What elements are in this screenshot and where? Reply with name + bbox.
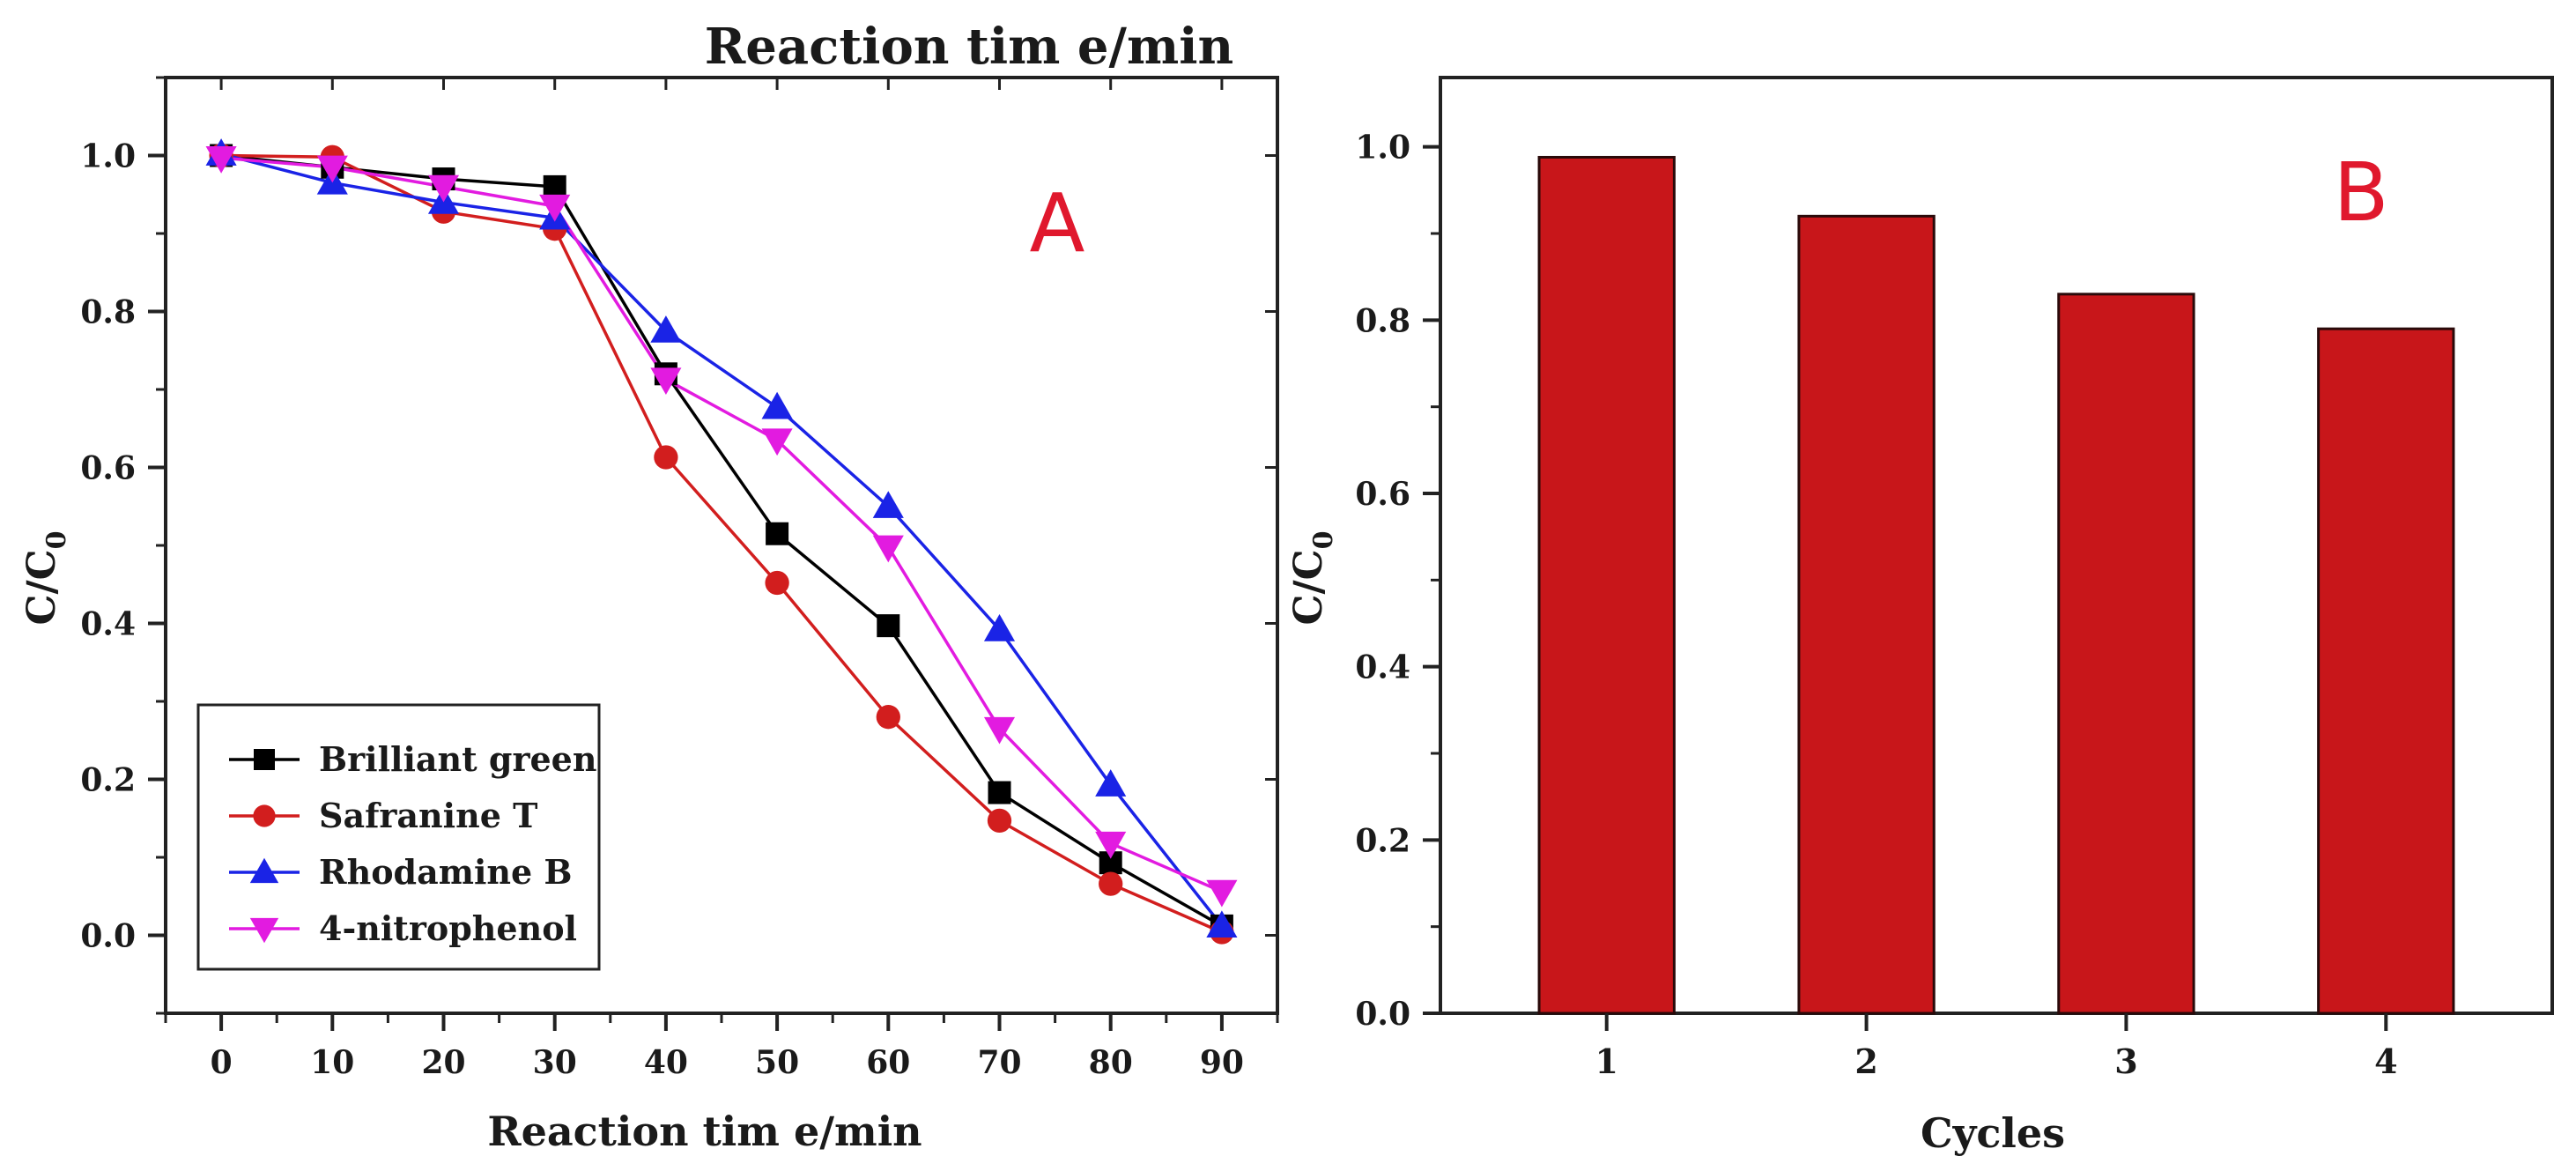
panel-a-data-point xyxy=(539,194,571,222)
panel-b-bar xyxy=(1797,214,1936,1015)
panel-a-legend-label: Rhodamine B xyxy=(319,852,573,892)
panel-a-data-point xyxy=(872,535,904,563)
panel-b-x-tick-label: 3 xyxy=(2114,1041,2137,1081)
panel-b-x-tick-label: 4 xyxy=(2374,1041,2397,1081)
panel-a-data-point xyxy=(654,445,678,470)
panel-a-legend-marker xyxy=(254,749,275,770)
panel-a-legend-entry[interactable]: Brilliant green xyxy=(229,739,597,779)
panel-a-y-tick-label: 0.0 xyxy=(80,918,136,955)
panel-a-x-tick-label: 80 xyxy=(1089,1044,1133,1081)
panel-a-data-point xyxy=(766,522,789,545)
panel-a-legend-entry[interactable]: Rhodamine B xyxy=(229,852,573,892)
panel-b-y-tick-label: 0.6 xyxy=(1355,476,1410,513)
panel-a-data-point xyxy=(988,781,1011,804)
panel-a-data-point xyxy=(1095,831,1127,859)
panel-a-x-tick-labels: 0 10 20 30 40 50 60 70 80 90 xyxy=(211,1044,1244,1081)
panel-a-tick-marks xyxy=(148,76,1279,1031)
panel-a-data-point xyxy=(650,315,682,343)
panel-b-x-tick-labels: 1 2 3 4 xyxy=(1595,1041,2397,1081)
svg-text:C/C0: C/C0 xyxy=(19,531,72,626)
panel-a-legend-label: Brilliant green xyxy=(319,739,597,779)
panel-a-data-point xyxy=(1095,769,1127,797)
panel-a-y-tick-label: 0.2 xyxy=(80,762,136,799)
figure-top-title: Reaction tim e/min xyxy=(705,18,1233,76)
panel-a-series-line-2 xyxy=(220,152,1224,927)
panel-a-legend-marker xyxy=(253,804,276,827)
panel-a-legend-entry[interactable]: Safranine T xyxy=(229,796,537,835)
panel-b-y-tick-label: 0.0 xyxy=(1355,996,1410,1033)
panel-a-data-point xyxy=(761,391,793,419)
panel-a-data-point xyxy=(1099,871,1123,896)
panel-a-series-line-1 xyxy=(221,153,1223,934)
panel-b-y-axis-title-subscript: 0 xyxy=(1308,531,1339,550)
panel-a-legend-marker xyxy=(249,917,279,944)
panel-a-series-line-3 xyxy=(220,156,1223,893)
panel-a-y-tick-labels: 0.0 0.2 0.4 0.6 0.8 1.0 xyxy=(80,138,136,955)
panel-b-bar xyxy=(2317,327,2455,1015)
panel-a-legend[interactable]: Brilliant green Safranine T Rhodamine B 4-n… xyxy=(196,703,601,971)
panel-a-data-point xyxy=(765,570,789,596)
panel-a-legend-marker xyxy=(249,857,279,884)
panel-a-x-tick-label: 90 xyxy=(1200,1044,1244,1081)
panel-a-series-markers xyxy=(205,138,1238,945)
panel-a-y-axis-title: C/C0 xyxy=(19,531,72,626)
panel-b-bar xyxy=(2057,293,2195,1015)
panel-a-y-tick-label: 0.8 xyxy=(80,294,136,331)
panel-b-bar xyxy=(1537,155,1676,1015)
panel-b-letter: B xyxy=(2333,145,2388,240)
panel-a-legend-label: 4-nitrophenol xyxy=(319,908,577,948)
panel-a-y-tick-label: 0.4 xyxy=(80,606,136,643)
panel-a-y-tick-label: 0.6 xyxy=(80,450,136,487)
panel-a-data-point xyxy=(427,174,460,203)
panel-b-x-axis-title: Cycles xyxy=(1921,1109,2065,1157)
panel-a-data-point xyxy=(1206,910,1238,938)
panel-b-tick-marks xyxy=(1423,145,2388,1031)
panel-a-y-axis-title-main: C/C xyxy=(19,549,64,625)
panel-a-line-chart: 0 10 20 30 40 50 60 70 80 90 0.0 0.2 0.4 0.6 0.8 1.0 R… xyxy=(19,76,1279,1155)
panel-b-x-tick-label: 1 xyxy=(1595,1041,1617,1081)
panel-a-x-axis-title: Reaction tim e/min xyxy=(487,1108,922,1155)
panel-b-x-tick-label: 2 xyxy=(1854,1041,1877,1081)
panel-a-y-tick-label: 1.0 xyxy=(80,138,136,175)
panel-a-x-tick-label: 20 xyxy=(421,1044,465,1081)
panel-a-series-lines xyxy=(220,152,1224,934)
panel-b-y-tick-label: 0.2 xyxy=(1355,822,1410,859)
panel-a-legend-items: Brilliant green Safranine T Rhodamine B 4-n… xyxy=(229,739,597,948)
panel-a-data-point xyxy=(877,614,900,638)
panel-a-data-point xyxy=(761,428,793,456)
panel-a-x-tick-label: 60 xyxy=(866,1044,910,1081)
panel-b-bar-chart: 1 2 3 4 0.0 0.2 0.4 0.6 0.8 1.0 Cycles C/C0 B xyxy=(1286,76,2554,1157)
panel-b-y-axis-title: C/C0 xyxy=(1286,531,1339,626)
panel-a-data-point xyxy=(205,145,237,174)
panel-a-x-tick-label: 30 xyxy=(533,1044,577,1081)
panel-a-y-axis-title-subscript: 0 xyxy=(41,531,72,550)
panel-a-data-point xyxy=(650,367,682,396)
panel-a-x-tick-label: 50 xyxy=(755,1044,799,1081)
panel-b-y-tick-label: 0.8 xyxy=(1355,302,1410,339)
panel-b-plot-frame xyxy=(1439,76,2554,1015)
panel-a-x-tick-label: 40 xyxy=(644,1044,688,1081)
panel-a-letter: A xyxy=(1030,176,1085,271)
panel-a-legend-label: Safranine T xyxy=(319,796,537,835)
panel-b-y-tick-labels: 0.0 0.2 0.4 0.6 0.8 1.0 xyxy=(1355,130,1410,1033)
panel-a-data-point xyxy=(983,716,1016,745)
svg-text:C/C0: C/C0 xyxy=(1286,531,1339,626)
panel-a-data-point xyxy=(316,155,348,183)
panel-a-data-point xyxy=(983,614,1016,641)
panel-a-series-line-0 xyxy=(220,153,1223,928)
panel-a-x-tick-label: 0 xyxy=(211,1044,233,1081)
panel-b-y-axis-title-main: C/C xyxy=(1286,549,1331,625)
panel-a-x-tick-label: 10 xyxy=(310,1044,354,1081)
panel-a-x-tick-label: 70 xyxy=(977,1044,1021,1081)
panel-a-data-point xyxy=(543,174,566,198)
panel-a-data-point xyxy=(876,705,900,730)
panel-a-data-point xyxy=(987,808,1012,834)
panel-a-data-point xyxy=(872,491,904,518)
panel-a-data-point xyxy=(1206,879,1238,908)
panel-a-legend-entry[interactable]: 4-nitrophenol xyxy=(229,908,577,948)
panel-b-bars xyxy=(1537,155,2455,1015)
panel-b-y-tick-label: 1.0 xyxy=(1355,130,1410,167)
panel-b-y-tick-label: 0.4 xyxy=(1355,649,1410,686)
